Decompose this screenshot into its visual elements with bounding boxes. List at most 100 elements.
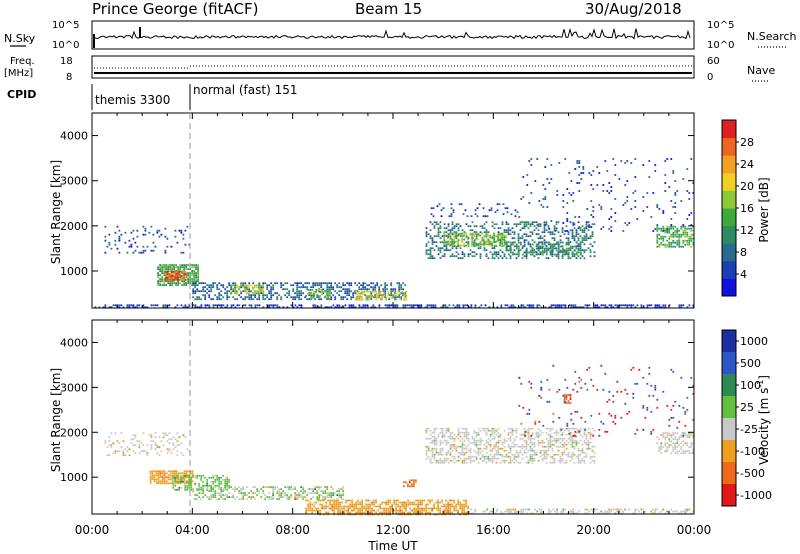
range-cell (152, 440, 155, 443)
range-cell (399, 292, 402, 295)
range-cell (531, 433, 534, 436)
range-cell (181, 264, 183, 266)
range-cell (280, 282, 283, 285)
range-cell (445, 457, 448, 460)
range-cell (592, 384, 595, 387)
range-cell (150, 436, 153, 439)
range-cell (399, 509, 401, 512)
range-cell (570, 306, 573, 309)
range-cell (451, 253, 454, 256)
range-cell (509, 229, 512, 232)
colorbar-tick-label: 24 (740, 158, 754, 171)
range-cell (520, 304, 523, 307)
range-cell (509, 247, 512, 250)
range-cell (592, 170, 595, 172)
range-cell (561, 433, 564, 436)
range-cell (532, 304, 535, 307)
range-cell (564, 378, 567, 381)
range-cell (477, 447, 480, 450)
range-cell (353, 505, 355, 508)
range-cell (686, 396, 689, 399)
range-cell (401, 290, 404, 293)
range-cell (596, 304, 599, 307)
range-cell (186, 480, 189, 483)
range-cell (517, 445, 520, 448)
range-cell (656, 204, 659, 206)
range-cell (463, 244, 465, 247)
range-cell (362, 304, 365, 307)
range-cell (214, 474, 217, 477)
range-cell (461, 437, 464, 440)
range-cell (197, 268, 199, 270)
range-cell (457, 238, 459, 241)
range-cell (602, 190, 605, 192)
range-cell (525, 429, 528, 432)
range-cell (389, 511, 391, 514)
range-cell (519, 461, 522, 464)
range-cell (455, 231, 458, 234)
range-cell (190, 488, 193, 491)
range-cell (479, 225, 482, 228)
range-cell (547, 449, 550, 452)
range-cell (374, 296, 377, 299)
range-cell (182, 454, 185, 457)
range-cell (433, 225, 436, 228)
range-cell (224, 484, 227, 487)
range-cell (684, 239, 687, 242)
range-cell (248, 304, 251, 307)
range-cell (453, 507, 455, 510)
range-cell (517, 461, 520, 464)
range-cell (174, 446, 177, 449)
range-cell (463, 427, 466, 430)
range-cell (132, 438, 135, 441)
range-cell (578, 182, 581, 184)
range-cell (220, 492, 223, 494)
range-cell (319, 297, 321, 299)
range-cell (519, 451, 522, 454)
range-cell (163, 482, 166, 485)
range-cell (682, 225, 685, 228)
range-cell (176, 279, 179, 281)
range-cell (286, 282, 289, 285)
range-cell (559, 433, 562, 436)
range-cell (369, 507, 371, 510)
range-cell (483, 443, 486, 446)
range-cell (278, 294, 281, 297)
range-cell (191, 274, 193, 276)
range-cell (534, 422, 537, 425)
range-cell (656, 304, 659, 307)
range-cell (272, 490, 275, 492)
colorbar-swatch (722, 120, 736, 139)
range-cell (461, 244, 463, 247)
range-cell (555, 241, 558, 244)
range-cell (474, 510, 477, 513)
range-cell (172, 436, 175, 439)
range-cell (561, 231, 564, 234)
range-cell (431, 507, 433, 510)
range-cell (351, 503, 353, 506)
range-cell (499, 453, 502, 456)
range-cell (220, 494, 223, 496)
range-cell (258, 290, 260, 293)
range-cell (192, 296, 195, 299)
range-cell (555, 229, 558, 232)
range-cell (581, 447, 584, 450)
freq-tick-top: 18 (60, 56, 73, 67)
range-cell (505, 231, 508, 234)
range-cell (562, 304, 565, 307)
range-cell (467, 507, 469, 510)
range-cell (427, 445, 430, 448)
range-cell (499, 461, 502, 464)
range-cell (296, 306, 299, 309)
range-cell (531, 461, 534, 464)
range-cell (573, 427, 576, 430)
range-cell (545, 457, 548, 460)
range-cell (672, 233, 675, 236)
range-cell (632, 392, 635, 395)
range-cell (682, 406, 685, 409)
range-cell (429, 251, 432, 254)
colorbar-tick-label: 20 (740, 180, 754, 193)
range-cell (467, 505, 469, 508)
range-cell (230, 292, 232, 295)
range-cell (551, 447, 554, 450)
